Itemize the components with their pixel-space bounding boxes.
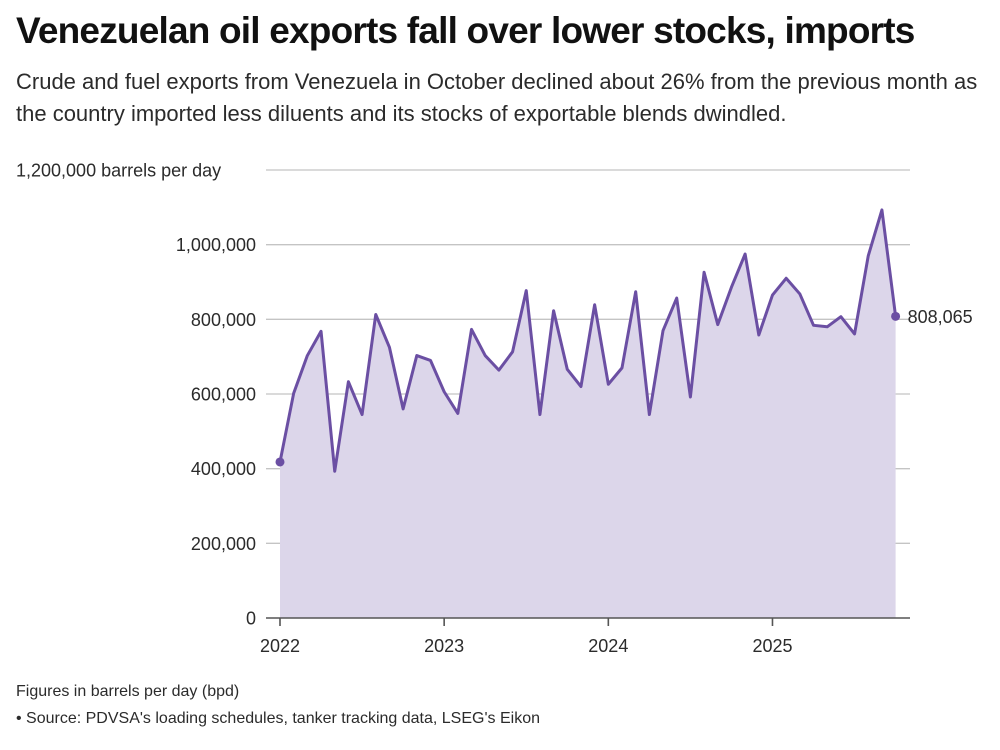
y-tick-label: 400,000 (191, 459, 256, 479)
x-tick-label: 2024 (588, 636, 628, 656)
area-fill (280, 209, 896, 618)
marker-layer: 808,065 (275, 307, 973, 467)
area-fill-layer (280, 209, 896, 618)
end-point-marker (891, 311, 901, 321)
end-value-label: 808,065 (908, 307, 973, 327)
chart-subtitle: Crude and fuel exports from Venezuela in… (16, 69, 978, 126)
y-tick-label: 200,000 (191, 534, 256, 554)
x-tick-label: 2025 (752, 636, 792, 656)
start-point-marker (275, 457, 285, 467)
y-tick-label: 0 (246, 609, 256, 629)
series-line-layer (278, 208, 898, 473)
y-axis-labels: 0 200,000 400,000 600,000 800,000 1,000,000 1,… (16, 161, 256, 629)
x-tick-label: 2023 (424, 636, 464, 656)
series-line (278, 208, 898, 473)
x-tick-label: 2022 (260, 636, 300, 656)
y-tick-label: 1,200,000 barrels per day (16, 161, 221, 181)
y-tick-label: 600,000 (191, 385, 256, 405)
x-axis: 2022 2023 2024 2025 (260, 617, 910, 656)
footnote: Figures in barrels per day (bpd) (16, 683, 240, 700)
source-note: • Source: PDVSA's loading schedules, tan… (16, 710, 540, 727)
chart-title: Venezuelan oil exports fall over lower s… (16, 10, 915, 51)
y-tick-label: 800,000 (191, 310, 256, 330)
y-tick-label: 1,000,000 (176, 235, 256, 255)
